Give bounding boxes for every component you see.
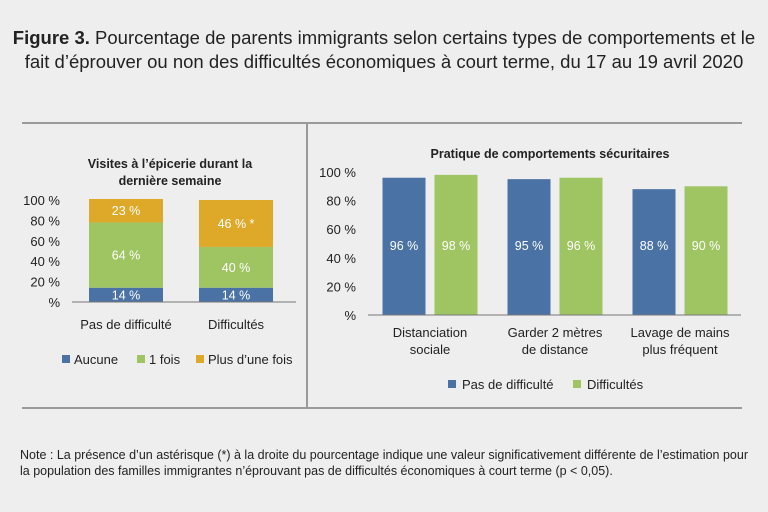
left-bar-data-label: 64 % <box>112 249 141 263</box>
left-bar-segment <box>199 200 273 247</box>
left-y-tick-label: 60 % <box>30 234 60 249</box>
right-legend-swatch <box>448 380 456 388</box>
left-bar-data-label: 14 % <box>112 288 141 302</box>
right-bar-data-label: 98 % <box>442 239 471 253</box>
right-bar <box>507 179 551 315</box>
right-y-tick-label: 100 % <box>319 165 356 180</box>
left-bar-segment <box>89 287 163 302</box>
right-legend-swatch <box>573 380 581 388</box>
left-y-tick-label: 20 % <box>30 275 60 290</box>
right-bar <box>559 177 603 315</box>
right-x-category-label: Garder 2 mètres <box>508 325 603 340</box>
figure-title: Figure 3. Pourcentage de parents immigra… <box>0 26 768 74</box>
bottom-divider <box>22 407 742 409</box>
left-legend-swatch <box>62 355 70 363</box>
left-chart-title-line-1: Visites à l’épicerie durant la <box>88 157 253 171</box>
left-legend-swatch <box>137 355 145 363</box>
right-bar <box>684 186 728 315</box>
right-bar-data-label: 95 % <box>515 239 544 253</box>
left-y-tick-label: % <box>48 295 60 310</box>
left-bar-data-label: 23 % <box>112 204 141 218</box>
left-bar-segment <box>199 287 273 302</box>
left-bar-segment <box>199 246 273 288</box>
left-legend-label: Aucune <box>74 352 118 367</box>
left-legend-swatch <box>196 355 204 363</box>
right-bar <box>632 189 676 315</box>
left-chart-title-line-2: dernière semaine <box>119 174 222 188</box>
left-x-category-label: Difficultés <box>208 317 265 332</box>
right-y-tick-label: 60 % <box>326 222 356 237</box>
right-x-category-label: Lavage de mains <box>630 325 730 340</box>
right-y-tick-label: 80 % <box>326 194 356 209</box>
right-bar-data-label: 96 % <box>390 239 419 253</box>
left-y-tick-label: 40 % <box>30 254 60 269</box>
left-legend-label: 1 fois <box>149 352 181 367</box>
right-bar-data-label: 90 % <box>692 239 721 253</box>
left-bar-data-label: 40 % <box>222 261 251 275</box>
left-bar-segment <box>89 222 163 288</box>
left-bar-data-label: 14 % <box>222 288 251 302</box>
left-y-tick-label: 80 % <box>30 213 60 228</box>
right-bar <box>434 174 478 315</box>
panel-divider <box>306 122 308 409</box>
right-legend-label: Difficultés <box>587 377 644 392</box>
right-y-tick-label: % <box>344 308 356 323</box>
right-bar-data-label: 88 % <box>640 239 669 253</box>
right-x-category-label: de distance <box>522 342 589 357</box>
left-x-category-label: Pas de difficulté <box>80 317 172 332</box>
right-legend-label: Pas de difficulté <box>462 377 554 392</box>
figure-label: Figure 3. <box>12 27 90 48</box>
left-legend-label: Plus d’une fois <box>208 352 293 367</box>
top-divider <box>22 122 742 124</box>
right-x-category-label: plus fréquent <box>642 342 718 357</box>
right-y-tick-label: 20 % <box>326 279 356 294</box>
figure-title-text: Pourcentage de parents immigrants selon … <box>24 27 756 72</box>
right-x-category-label: sociale <box>410 342 450 357</box>
left-y-tick-label: 100 % <box>23 193 60 208</box>
footnote: Note : La présence d’un astérisque (*) à… <box>20 448 748 478</box>
right-bar <box>382 177 426 315</box>
left-bar-data-label: 46 % * <box>218 217 255 231</box>
right-bar-data-label: 96 % <box>567 239 596 253</box>
right-chart-title: Pratique de comportements sécuritaires <box>431 147 670 161</box>
right-y-tick-label: 40 % <box>326 251 356 266</box>
left-bar-segment <box>89 198 163 223</box>
right-x-category-label: Distanciation <box>393 325 467 340</box>
